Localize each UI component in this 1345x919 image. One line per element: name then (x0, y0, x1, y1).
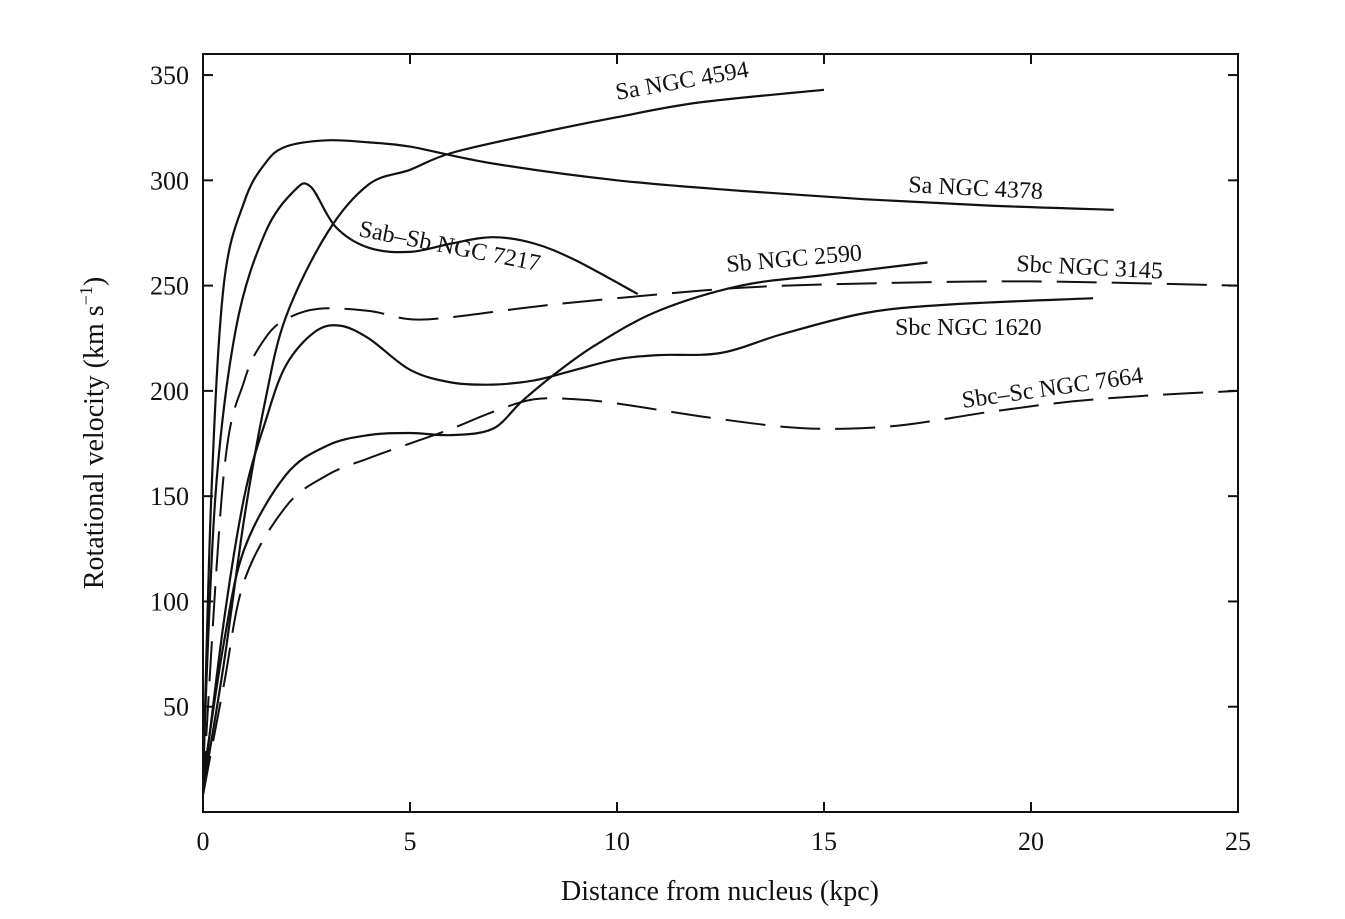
x-tick-label: 0 (197, 827, 210, 856)
y-axis-title: Rotational velocity (km s−1) (76, 277, 110, 589)
axis-ticks (202, 54, 1239, 812)
y-axis-title-superscript: −1 (76, 286, 96, 305)
series-label-sbc-sc-ngc-7664: Sbc–Sc NGC 7664 (960, 363, 1145, 414)
y-axis-title-close: ) (79, 277, 110, 286)
series-line-sa-ngc-4378 (201, 139, 1114, 791)
y-axis-title-main: Rotational velocity (km s (79, 305, 110, 589)
plot-frame (202, 53, 1239, 813)
series-line-sbc-ngc-3145 (202, 280, 1239, 791)
y-tick-label: 100 (150, 587, 189, 616)
series-line-sbc-ngc-1620 (201, 297, 1094, 792)
y-tick-label: 200 (150, 377, 189, 406)
x-tick-label: 25 (1225, 827, 1251, 856)
series-label-sab-sb-ngc-7217: Sab–Sb NGC 7217 (357, 216, 543, 277)
x-tick-label: 5 (404, 827, 417, 856)
series-line-sa-ngc-4594 (201, 88, 825, 792)
series-label-sbc-ngc-1620: Sbc NGC 1620 (895, 315, 1042, 341)
series-label-sa-ngc-4378: Sa NGC 4378 (908, 172, 1044, 205)
y-tick-label: 50 (163, 693, 189, 722)
series-line-sb-ngc-2590 (201, 261, 928, 781)
x-tick-label: 10 (604, 827, 630, 856)
x-axis-title: Distance from nucleus (kpc) (561, 876, 879, 907)
series-line-sab-sb-ngc-7217 (201, 182, 639, 770)
series-curves (201, 88, 1239, 796)
y-tick-label: 350 (150, 61, 189, 90)
tick-labels: 0 5 10 15 20 25 50 100 150 200 250 300 350 (150, 61, 1251, 856)
x-tick-label: 20 (1018, 827, 1044, 856)
series-line-sbc-sc-ngc-7664 (202, 389, 1239, 796)
y-tick-label: 300 (150, 166, 189, 195)
series-label-sbc-ngc-3145: Sbc NGC 3145 (1016, 251, 1164, 285)
x-tick-label: 15 (811, 827, 837, 856)
y-tick-label: 250 (150, 272, 189, 301)
y-tick-label: 150 (150, 482, 189, 511)
